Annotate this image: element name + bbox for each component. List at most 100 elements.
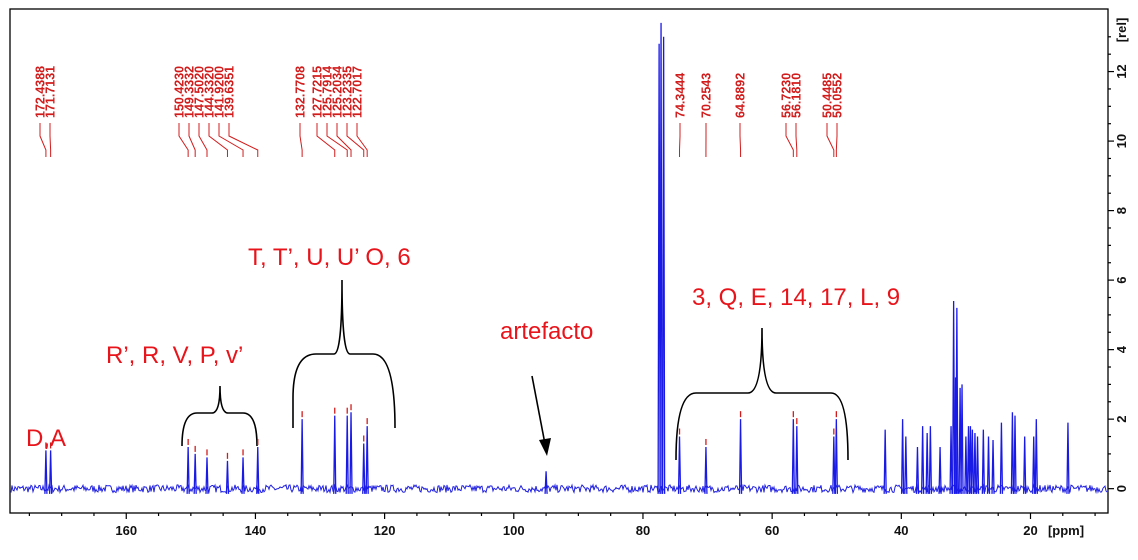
peak-label: 172.4388 (34, 66, 48, 118)
y-tick-label: 8 (1114, 207, 1129, 214)
x-tick-label: 100 (503, 523, 525, 538)
spectrum-peak (193, 453, 197, 494)
spectrum-peak (300, 419, 304, 494)
peak-label: 125.2034 (331, 66, 345, 118)
plot-border (9, 8, 1109, 514)
peak-label: 141.9200 (213, 66, 227, 118)
spectrum-peak (44, 450, 48, 494)
spectrum-peak (677, 436, 682, 494)
bracket-group3 (675, 327, 849, 461)
peak-connector (188, 123, 196, 157)
y-tick-label: 2 (1114, 416, 1129, 423)
peak-label: 144.3320 (203, 66, 217, 118)
spectrum-peak (938, 446, 942, 494)
peak-label: 132.7708 (294, 66, 308, 118)
peak-label: 123.2335 (341, 66, 355, 118)
spectrum-peak (955, 307, 959, 494)
peak-connector (826, 123, 835, 157)
spectrum-peak (1034, 419, 1038, 494)
x-tick-label: 20 (1023, 523, 1037, 538)
peak-label: 56.1810 (790, 73, 804, 118)
peak-label: 74.3444 (674, 73, 688, 118)
spectrum-peak (256, 446, 260, 494)
spectrum-peak (544, 471, 548, 494)
y-tick-label: 6 (1114, 277, 1129, 284)
spectrum-peak (900, 419, 905, 494)
spectrum-peak (925, 433, 929, 494)
spectrum-peak (915, 446, 920, 494)
spectrum-trace (10, 22, 1108, 495)
y-tick-label: 0 (1114, 485, 1129, 492)
peak-label: 56.7230 (780, 73, 794, 118)
spectrum-peak (205, 457, 209, 494)
spectrum-peak (333, 415, 337, 494)
peak-label: 50.4485 (821, 73, 835, 118)
x-tick-label: 140 (245, 523, 267, 538)
baseline-noise (10, 483, 1108, 495)
peak-connector (316, 123, 336, 157)
spectrum-peak (186, 446, 190, 494)
peak-connector (228, 123, 259, 157)
annotation-group2: T, T’, U, U’ O, 6 (248, 244, 411, 271)
spectrum-peak (999, 422, 1004, 494)
spectrum-peak (951, 300, 956, 494)
spectrum-peak (661, 36, 666, 494)
artefacto-arrow (531, 375, 546, 445)
spectrum-peak (1032, 436, 1036, 494)
peak-label: 125.7914 (321, 66, 335, 118)
spectrum-peak (704, 446, 708, 494)
spectrum-peak (991, 439, 995, 494)
spectrum-peak (362, 443, 366, 494)
peak-connector (785, 123, 794, 157)
peak-connector (346, 123, 365, 157)
peak-connector (356, 123, 368, 157)
y-tick-label: 10 (1114, 134, 1129, 148)
spectrum-peak (832, 436, 836, 494)
x-tick-label: 40 (894, 523, 908, 538)
peak-connector (49, 123, 52, 157)
peak-connector (218, 123, 244, 157)
peak-connector (336, 123, 352, 157)
spectrum-peak (791, 419, 795, 494)
peak-connector (198, 123, 208, 157)
bracket-group1 (181, 385, 258, 447)
x-axis-unit: [ppm] (1048, 523, 1084, 538)
peak-label: 64.8892 (734, 73, 748, 118)
x-tick-label: 160 (115, 523, 137, 538)
spectrum-peak (345, 415, 349, 494)
x-tick-label: 80 (636, 523, 650, 538)
y-tick-label: 4 (1114, 345, 1129, 353)
axis-ticks: 160 140 120 100 80 60 40 20 [ppm] 0 2 4 6 8 10 12 [rel] (28, 18, 1129, 538)
spectrum-peak (986, 436, 991, 494)
spectrum-peak (349, 412, 353, 494)
spectrum-peak (795, 426, 799, 494)
spectrum-peak (883, 429, 887, 494)
peak-label: 122.7017 (351, 66, 365, 118)
spectrum-peak (920, 426, 925, 494)
spectrum-peak (960, 384, 964, 494)
spectrum-peak (964, 436, 968, 494)
annotation-group3: 3, Q, E, 14, 17, L, 9 (692, 284, 901, 311)
peak-label: 149.3332 (183, 66, 197, 118)
spectrum-peak (1013, 415, 1017, 494)
peak-connector (299, 123, 303, 157)
spectrum-peak (365, 426, 369, 494)
peak-connector (795, 123, 798, 157)
y-tick-label: 12 (1114, 64, 1129, 78)
peak-label: 139.6351 (223, 66, 237, 118)
spectrum-peak (1066, 422, 1070, 494)
peak-connector (178, 123, 189, 157)
peak-label: 50.0552 (831, 73, 845, 118)
peak-connector (326, 123, 348, 157)
annotation-d-a: D,A (26, 425, 67, 452)
peak-connector (835, 123, 838, 157)
peak-label: 127.7215 (311, 66, 325, 118)
x-tick-label: 60 (765, 523, 779, 538)
annotation-group1: R’, R, V, P, v’ (106, 342, 244, 369)
spectrum-peak (970, 429, 975, 494)
bracket-group2 (292, 279, 396, 429)
y-axis-unit: [rel] (1114, 18, 1129, 43)
peak-label: 171.7131 (44, 66, 58, 118)
